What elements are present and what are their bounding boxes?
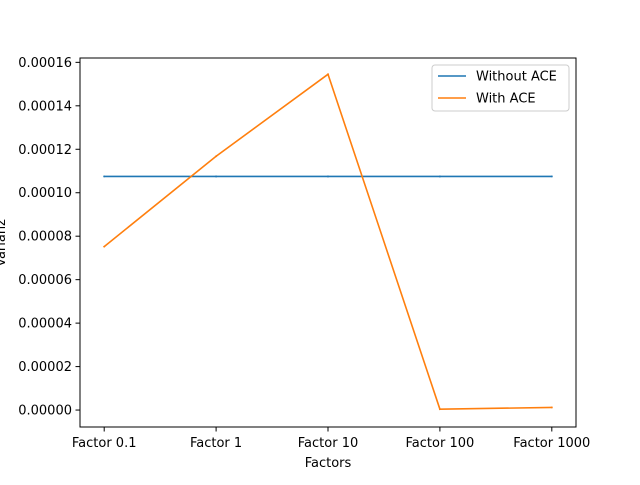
- y-tick-label: 0.00000: [18, 404, 72, 419]
- series-1-point: [439, 175, 441, 178]
- y-tick-label: 0.00002: [18, 360, 72, 375]
- y-tick-label: 0.00006: [18, 273, 72, 288]
- series-1-point: [103, 175, 106, 178]
- x-tick-label: Factor 10: [298, 436, 358, 451]
- series-2-segment: [326, 73, 441, 411]
- y-tick-label: 0.00014: [18, 99, 72, 114]
- axes-layer: Factor 0.1 Factor 1 Factor 10 Factor 100 Fac…: [18, 56, 590, 451]
- y-tick-label: 0.00010: [18, 186, 72, 201]
- legend-label: With ACE: [476, 92, 536, 107]
- plot-background: [80, 58, 576, 427]
- series-1-point: [550, 175, 553, 178]
- series-2-segment: [103, 155, 218, 248]
- y-tick-label: 0.00004: [18, 317, 72, 332]
- series-2-point: [215, 155, 217, 158]
- y-tick-label: 0.00012: [18, 143, 72, 158]
- series-2-point: [550, 406, 553, 409]
- series-1-point: [215, 175, 217, 178]
- x-axis-label: Factors: [305, 456, 352, 471]
- series-2: [103, 73, 553, 411]
- x-tick-label: Factor 0.1: [72, 436, 137, 451]
- legend-label: Without ACE: [476, 70, 557, 85]
- plot-area: [80, 58, 576, 427]
- series-1-point: [327, 175, 329, 178]
- series-1: [103, 175, 553, 178]
- y-axis-label: Varianz: [0, 219, 9, 267]
- series-layer: [103, 73, 553, 411]
- x-tick-label: Factor 1000: [513, 436, 590, 451]
- legend: Without ACE With ACE: [431, 64, 570, 112]
- series-2-point: [327, 73, 329, 76]
- x-tick-label: Factor 1: [190, 436, 242, 451]
- series-2-point: [103, 245, 106, 248]
- series-2-segment: [439, 406, 553, 410]
- y-tick-label: 0.00008: [18, 230, 72, 245]
- series-2-segment: [214, 73, 330, 158]
- legend-box: [431, 64, 570, 112]
- y-tick-label: 0.00016: [18, 56, 72, 71]
- series-2-point: [439, 408, 441, 411]
- x-tick-label: Factor 100: [406, 436, 475, 451]
